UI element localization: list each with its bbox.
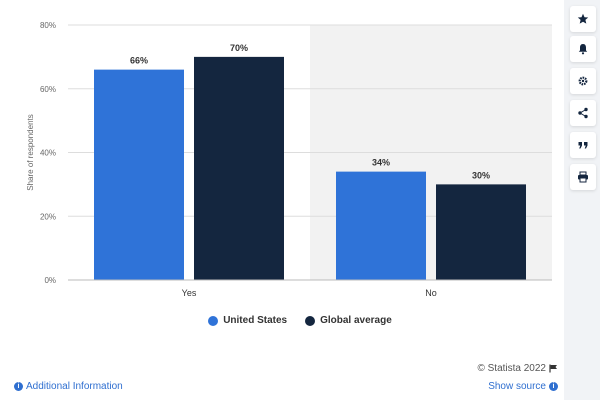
data-label: 66% — [130, 56, 148, 66]
info-icon: i — [549, 382, 558, 391]
share-button[interactable] — [570, 100, 596, 126]
data-label: 34% — [372, 158, 390, 168]
bar — [436, 184, 526, 280]
settings-button[interactable] — [570, 68, 596, 94]
copyright-text: © Statista 2022 — [477, 363, 546, 374]
legend-item-global-average[interactable]: Global average — [305, 315, 392, 326]
y-tick-label: 40% — [40, 149, 56, 158]
cite-button[interactable] — [570, 132, 596, 158]
print-icon — [578, 171, 588, 183]
y-tick-label: 20% — [40, 212, 56, 221]
bar — [336, 171, 426, 280]
sidebar — [564, 0, 600, 400]
y-tick-label: 80% — [40, 21, 56, 30]
flag-icon[interactable] — [549, 364, 558, 373]
legend-label-global-average: Global average — [320, 315, 392, 326]
data-label: 30% — [472, 170, 490, 180]
y-tick-label: 0% — [44, 276, 56, 285]
notification-button[interactable] — [570, 36, 596, 62]
info-icon: i — [14, 382, 23, 391]
quote-icon — [578, 142, 588, 149]
bar — [194, 56, 284, 280]
legend-marker-global-average — [305, 315, 316, 326]
bell-icon — [578, 44, 588, 55]
legend-marker-united-states — [208, 315, 219, 326]
legend-label-united-states: United States — [223, 315, 288, 326]
x-tick-label: Yes — [182, 288, 197, 298]
gear-icon — [578, 76, 588, 86]
additional-information-link[interactable]: i Additional Information — [14, 381, 123, 392]
data-label: 70% — [230, 43, 248, 53]
legend: United States Global average — [0, 315, 600, 326]
x-tick-label: No — [425, 288, 437, 298]
y-axis-label: Share of respondents — [26, 114, 35, 191]
copyright: © Statista 2022 — [477, 363, 558, 374]
y-tick-label: 60% — [40, 85, 56, 94]
show-source-link[interactable]: Show source i — [488, 381, 558, 392]
additional-information-label: Additional Information — [26, 381, 123, 392]
legend-item-united-states[interactable]: United States — [208, 315, 287, 326]
favorite-button[interactable] — [570, 6, 596, 32]
show-source-label: Show source — [488, 381, 546, 392]
chart: 0% 20% 40% 60% 80% Share of respondents 66% 70%… — [26, 21, 552, 298]
bar — [94, 69, 184, 280]
star-icon — [577, 13, 589, 24]
print-button[interactable] — [570, 164, 596, 190]
share-icon — [578, 107, 588, 119]
